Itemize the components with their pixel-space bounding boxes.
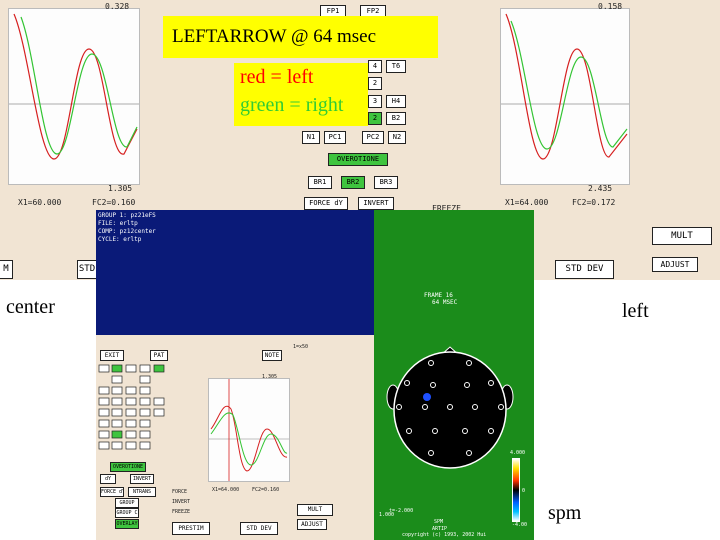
freeze-label: FREEZE (432, 204, 461, 213)
pc2-button[interactable]: PC2 (362, 131, 384, 144)
head-bottom-line-2: ARTIP (432, 526, 448, 532)
force-dy-button[interactable]: FORCE dY (304, 197, 348, 210)
group-c-button[interactable]: GROUP C (115, 508, 139, 518)
channel-grid-svg (98, 364, 165, 450)
top-left-waveform-svg (9, 13, 139, 160)
overlay-button[interactable]: OVERLAY (115, 519, 139, 529)
head-map-svg (386, 346, 514, 469)
legend-box (234, 63, 368, 126)
exit-button[interactable]: EXIT (100, 350, 124, 361)
br2-button[interactable]: BR2 (341, 176, 365, 189)
dy-button[interactable]: dY (100, 474, 116, 484)
freeze-label-lower: FREEZE (172, 509, 191, 515)
info-line-3: COMP: pz12center (98, 228, 156, 235)
head-bottom-line-3: copyright (c) 1993, 2002 Hui (402, 532, 487, 538)
legend-red-text: red = left (240, 66, 314, 88)
spm-label: spm (548, 502, 582, 524)
ntrans-button[interactable]: NTRANS (128, 487, 156, 497)
top-right-y-readout: FC2=0.172 (572, 198, 616, 207)
c3-button[interactable]: 3 (368, 95, 382, 108)
pc1-button[interactable]: PC1 (324, 131, 346, 144)
center-y-readout: FC2=0.160 (252, 487, 280, 493)
adjust-button-lower[interactable]: ADJUST (297, 519, 327, 530)
info-line-4: CYCLE: erltp (98, 236, 142, 243)
t6-button[interactable]: T6 (386, 60, 406, 73)
n2-button[interactable]: N2 (388, 131, 406, 144)
invert-small-button[interactable]: INVERT (130, 474, 154, 484)
overotione-button[interactable]: OVEROTIONE (328, 153, 388, 166)
top-right-plot-bottom-value: 2.435 (588, 184, 613, 193)
info-line-2: FILE: erltp (98, 220, 138, 227)
mult-button-lower[interactable]: MULT (297, 504, 333, 516)
fp2-button[interactable]: FP2 (360, 5, 386, 18)
top-right-plot-value: 0.158 (598, 2, 623, 11)
m-button-left[interactable]: M (0, 260, 13, 279)
top-right-waveform-plot (500, 8, 630, 185)
top-right-x-readout: X1=64.000 (505, 198, 549, 207)
t4-button[interactable]: 4 (368, 60, 382, 73)
head-bottom-line-1: SPM (434, 519, 444, 525)
red-trace (505, 13, 628, 160)
green-trace (510, 20, 628, 150)
force-label: FORCE (172, 489, 188, 495)
std-dev-button-right[interactable]: STD DEV (555, 260, 614, 279)
activation-marker (423, 393, 431, 401)
br1-button[interactable]: BR1 (308, 176, 332, 189)
center-waveform-plot (208, 378, 290, 482)
center-waveform-svg (209, 379, 289, 481)
top-right-waveform-svg (501, 13, 629, 160)
side-readout: 1=x50 (293, 344, 309, 350)
head-left-readout-1: 1.000 (379, 512, 395, 518)
prestim-button[interactable]: PRESTIM (172, 522, 210, 535)
left-label: left (622, 300, 649, 322)
std-button-left[interactable]: STD (77, 260, 97, 279)
scale-mid: 0 (522, 488, 526, 494)
center-label: center (6, 296, 55, 318)
electrode-dots (396, 360, 504, 456)
info-line-1: GROUP 1: pz21eFS (98, 212, 156, 219)
p2-button[interactable]: 2 (368, 112, 382, 125)
mult-button[interactable]: MULT (652, 227, 712, 245)
b2-button[interactable]: B2 (386, 112, 406, 125)
frame-line-2: 64 MSEC (432, 299, 458, 306)
pat-button[interactable]: PAT (150, 350, 168, 361)
group-button[interactable]: GROUP (115, 498, 139, 508)
force-dy-small-button[interactable]: FORCE dY (100, 487, 124, 497)
title-box (163, 16, 438, 58)
br3-button[interactable]: BR3 (374, 176, 398, 189)
title-text: LEFTARROW @ 64 msec (172, 26, 377, 47)
color-scale-bar (512, 458, 520, 522)
adjust-button[interactable]: ADJUST (652, 257, 698, 272)
top-left-waveform-plot (8, 8, 140, 185)
h4-button[interactable]: H4 (386, 95, 406, 108)
green-trace (20, 16, 138, 155)
info-panel (96, 210, 374, 335)
center-plot-value: 1.305 (262, 374, 278, 380)
invert-label: INVERT (172, 499, 191, 505)
overlay-green-button[interactable]: OVEROTIONE (110, 462, 146, 472)
scale-min: -4.00 (512, 522, 528, 528)
invert-button[interactable]: INVERT (358, 197, 394, 210)
scale-max: 4.000 (510, 450, 526, 456)
channel-grid (98, 364, 168, 460)
top-left-plot-bottom-value: 1.305 (108, 184, 133, 193)
green-trace (210, 412, 288, 466)
top-left-plot-value: 0.328 (105, 2, 130, 11)
std-dev-button-lower[interactable]: STD DEV (240, 522, 278, 535)
legend-green-text: green = right (240, 94, 344, 116)
n1-button[interactable]: N1 (302, 131, 320, 144)
red-trace (13, 13, 138, 160)
head-left-readout-2: t=-2.000 (389, 508, 414, 514)
top-left-x-readout: X1=60.000 (18, 198, 62, 207)
c2-button[interactable]: 2 (368, 77, 382, 90)
center-x-readout: X1=64.000 (212, 487, 240, 493)
top-left-y-readout: FC2=0.160 (92, 198, 136, 207)
frame-line-1: FRAME 16 (424, 292, 453, 299)
note-button[interactable]: NOTE (262, 350, 282, 361)
